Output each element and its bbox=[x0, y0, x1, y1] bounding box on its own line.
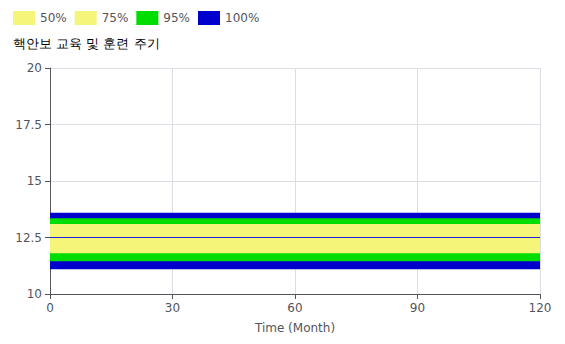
svg-text:17.5: 17.5 bbox=[15, 118, 42, 132]
svg-text:10: 10 bbox=[27, 287, 42, 301]
svg-text:95%: 95% bbox=[163, 11, 190, 25]
svg-text:100%: 100% bbox=[225, 11, 259, 25]
svg-text:90: 90 bbox=[410, 301, 425, 315]
svg-text:0: 0 bbox=[46, 301, 54, 315]
svg-text:120: 120 bbox=[529, 301, 552, 315]
svg-text:30: 30 bbox=[165, 301, 180, 315]
svg-text:Time (Month): Time (Month) bbox=[254, 321, 335, 335]
svg-text:60: 60 bbox=[287, 301, 302, 315]
svg-text:12.5: 12.5 bbox=[15, 231, 42, 245]
svg-text:핵안보 교육 및 훈련 주기: 핵안보 교육 및 훈련 주기 bbox=[13, 36, 160, 51]
svg-text:20: 20 bbox=[27, 61, 42, 75]
svg-text:75%: 75% bbox=[102, 11, 129, 25]
svg-text:15: 15 bbox=[27, 174, 42, 188]
svg-text:50%: 50% bbox=[40, 11, 67, 25]
